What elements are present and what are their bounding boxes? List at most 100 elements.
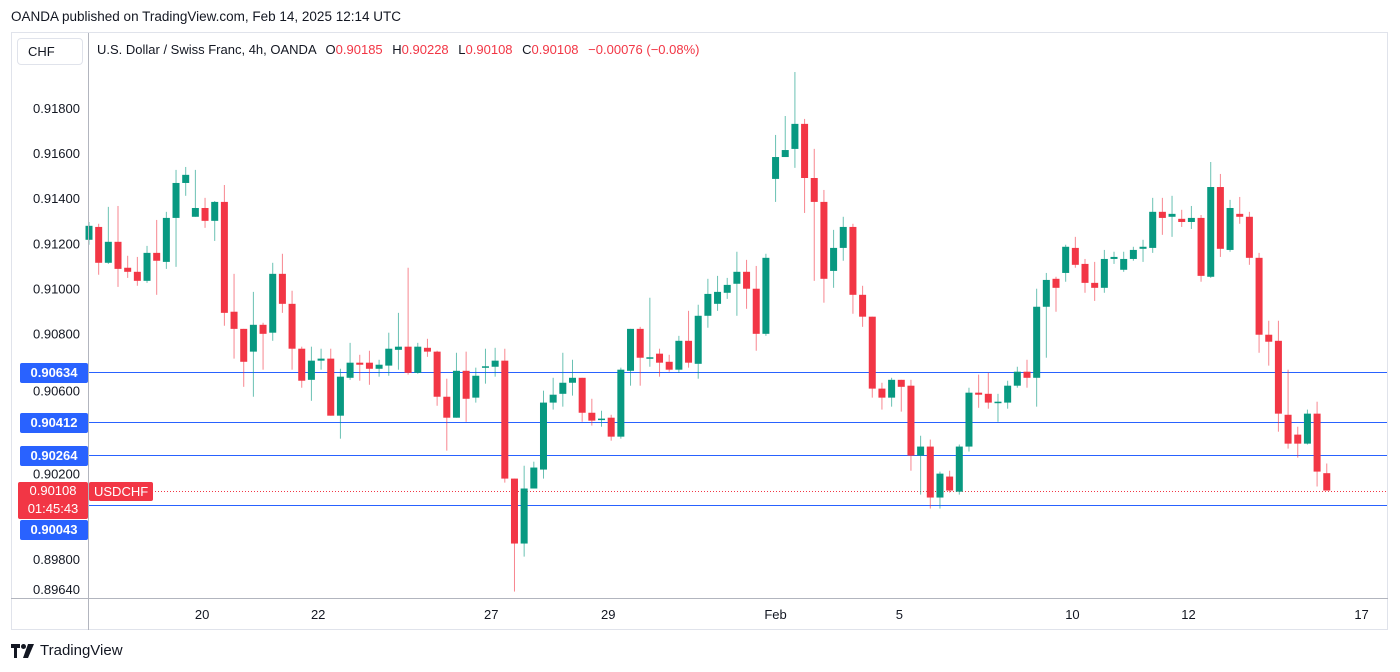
candle-body (1139, 246, 1147, 249)
bearish-candle (1313, 401, 1321, 487)
bearish-candle (607, 414, 615, 441)
candle-body (810, 178, 818, 202)
candle-body (578, 377, 586, 413)
bullish-candle (1042, 272, 1050, 358)
chart-frame (11, 32, 1388, 630)
candle-body (133, 271, 141, 281)
bearish-candle (114, 205, 122, 287)
bullish-candle (249, 291, 257, 397)
bearish-candle (1274, 320, 1282, 432)
bearish-candle (946, 470, 954, 493)
bullish-candle (143, 245, 151, 283)
bearish-candle (1236, 196, 1244, 224)
candle-body (1013, 371, 1021, 386)
candle-body (269, 273, 277, 333)
candle-body (153, 252, 161, 261)
last-price-value: 0.90108 (29, 482, 77, 498)
candle-body (1294, 434, 1302, 444)
bearish-candle (665, 354, 673, 372)
bearish-candle (230, 273, 238, 359)
bullish-candle (1062, 244, 1070, 282)
x-tick-label: Feb (764, 607, 786, 622)
bearish-candle (878, 382, 886, 410)
bearish-candle (849, 223, 857, 314)
candle-body (1129, 249, 1137, 259)
low-value: 0.90108 (465, 42, 513, 57)
candle-body (984, 393, 992, 403)
candle-body (926, 446, 934, 498)
bearish-candle (220, 184, 228, 326)
bearish-candle (1052, 276, 1060, 312)
bullish-candle (598, 410, 606, 427)
bullish-candle (520, 465, 528, 557)
bearish-candle (1178, 209, 1186, 227)
bearish-candle (240, 328, 248, 387)
axes: 0.91800 0.91600 0.91400 0.91200 0.91000 0.908… (11, 33, 1388, 630)
candle-body (1120, 258, 1128, 270)
x-tick-label: 17 (1354, 607, 1368, 622)
bearish-candle (298, 346, 306, 388)
bullish-candle (385, 332, 393, 376)
candle-body (559, 382, 567, 394)
bullish-candle (646, 297, 654, 367)
candle-body (104, 241, 112, 263)
bullish-candle (1226, 199, 1234, 252)
x-tick-label: 10 (1065, 607, 1079, 622)
bearish-candle (897, 379, 905, 412)
bearish-candle (743, 259, 751, 309)
bearish-candle (95, 223, 103, 275)
candle-body (385, 348, 393, 366)
candle-body (1062, 246, 1070, 273)
candle-body (781, 150, 789, 158)
bullish-candle (1100, 249, 1108, 293)
bullish-candle (936, 471, 944, 509)
bullish-candle (1033, 288, 1041, 407)
bearish-candle (1284, 369, 1292, 449)
tradingview-logo[interactable]: TradingView (11, 642, 123, 659)
candle-body (162, 217, 170, 262)
low-key: L (458, 42, 466, 57)
candle-body (1265, 334, 1273, 342)
candle-body (975, 392, 983, 395)
bearish-candle (288, 290, 296, 370)
tradingview-logo-icon (11, 643, 34, 658)
bullish-candle (839, 216, 847, 261)
bullish-candle (182, 166, 190, 196)
candle-body (1052, 278, 1060, 288)
bullish-candle (704, 278, 712, 328)
chart-legend: U.S. Dollar / Swiss Franc, 4h, OANDA O0.… (97, 42, 699, 57)
y-tick-label: 0.91600 (33, 146, 80, 161)
bearish-candle (153, 219, 161, 295)
bearish-candle (868, 316, 876, 398)
x-tick-label: 12 (1181, 607, 1195, 622)
bullish-candle (1139, 239, 1147, 262)
candle-body (965, 392, 973, 447)
bullish-candle (714, 275, 722, 311)
candle-body (839, 226, 847, 248)
candle-body (772, 157, 780, 179)
candle-body (298, 348, 306, 381)
candle-body (1071, 247, 1079, 265)
x-tick-label: 29 (601, 607, 615, 622)
y-tick-label: 0.89640 (33, 582, 80, 597)
bullish-candle (172, 169, 180, 267)
symbol-tag: USDCHF (89, 481, 154, 501)
candle-body (1303, 413, 1311, 444)
y-tick-label: 0.91800 (33, 101, 80, 116)
bearish-candle (1081, 258, 1089, 293)
bullish-candle (539, 390, 547, 479)
x-tick-label: 5 (896, 607, 903, 622)
candle-body (1197, 217, 1205, 276)
bearish-candle (510, 478, 518, 592)
bullish-candle (965, 387, 973, 452)
bullish-candle (733, 251, 741, 316)
bullish-candle (104, 206, 112, 264)
candle-body (646, 357, 654, 359)
y-tick-label: 0.91400 (33, 191, 80, 206)
candle-body (1187, 217, 1195, 222)
currency-unit-button[interactable]: CHF (17, 38, 83, 65)
candle-body (791, 123, 799, 149)
bullish-candle (723, 277, 731, 299)
bearish-candle (404, 267, 412, 375)
